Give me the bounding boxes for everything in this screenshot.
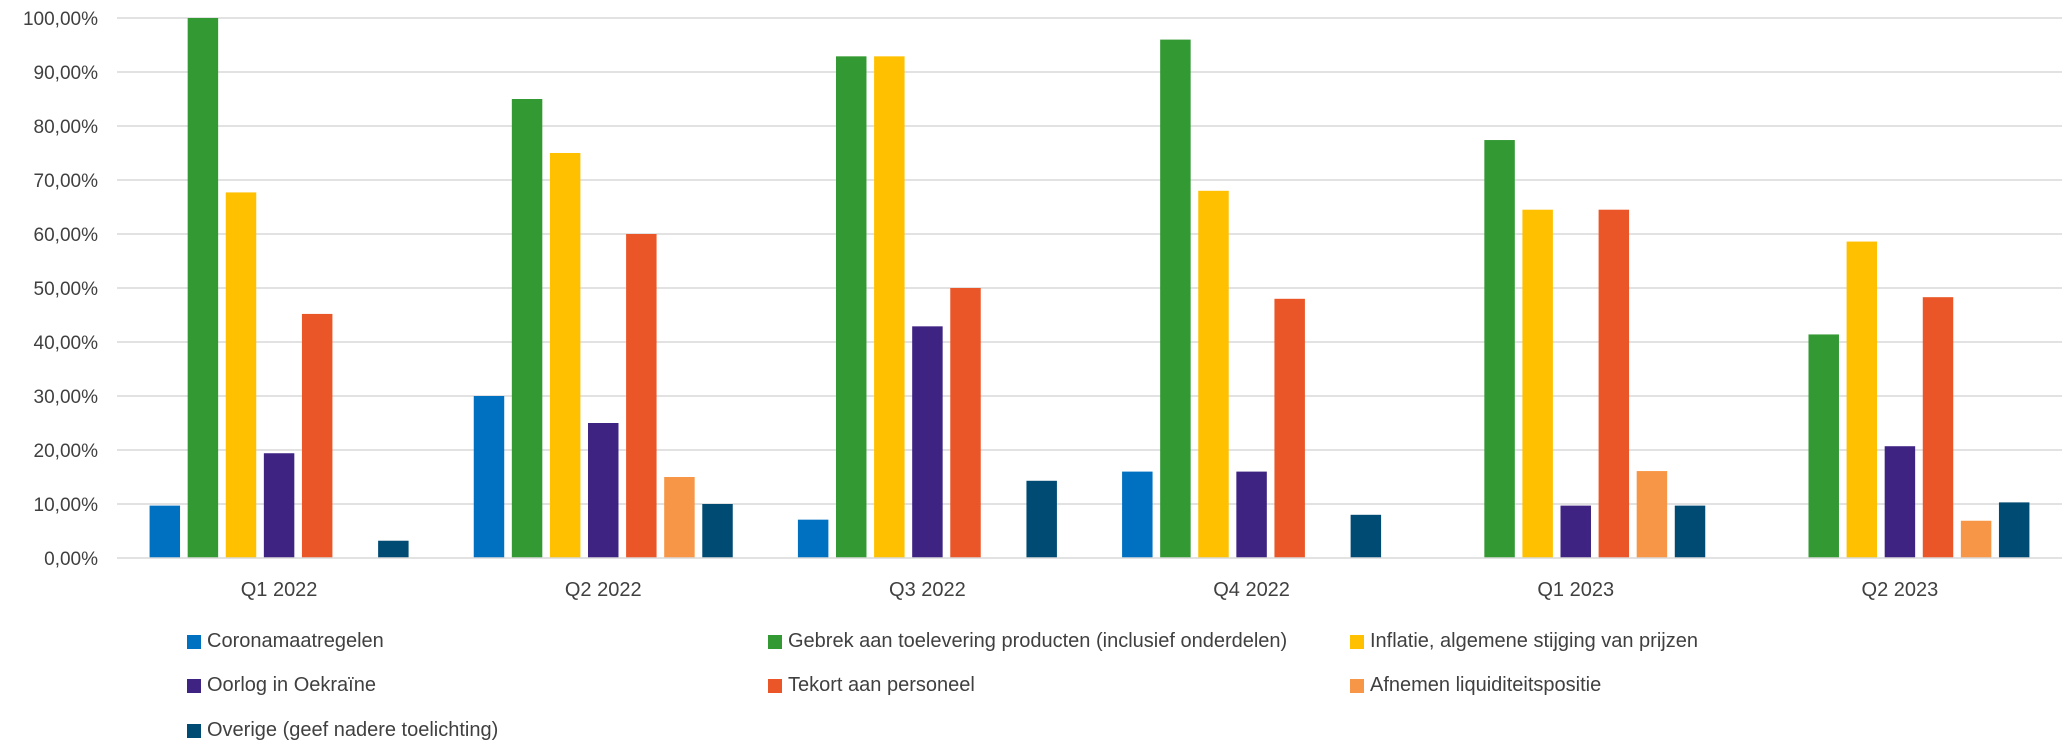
x-tick-label: Q1 2022	[241, 579, 318, 601]
x-tick-label: Q3 2022	[889, 579, 966, 601]
bar	[912, 326, 943, 558]
bar	[836, 56, 867, 559]
bar	[1636, 471, 1668, 558]
x-tick-label: Q4 2022	[1213, 579, 1290, 601]
x-axis-ticks: Q1 2022 Q2 2022 Q3 2022 Q4 2022 Q1 2023 Q2 20…	[241, 579, 1939, 601]
bar	[1884, 446, 1916, 558]
y-tick-label: 0,00%	[44, 549, 98, 570]
y-tick-label: 60,00%	[34, 225, 99, 246]
y-tick-label: 80,00%	[34, 117, 99, 138]
bar	[1960, 520, 1992, 558]
y-tick-label: 90,00%	[34, 63, 99, 84]
bar	[473, 396, 505, 558]
y-axis-ticks: 0,00% 10,00% 20,00% 30,00% 40,00% 50,00% 60,00…	[23, 9, 98, 570]
bar	[1026, 480, 1057, 558]
bar	[1484, 140, 1515, 559]
bars	[149, 18, 2030, 559]
bar	[1846, 241, 1878, 558]
bar	[1522, 209, 1553, 558]
bar	[1598, 209, 1630, 558]
bar	[549, 153, 581, 558]
bar	[511, 99, 543, 558]
bar	[874, 56, 905, 559]
bar	[378, 540, 409, 558]
y-tick-label: 50,00%	[34, 279, 99, 300]
bar	[1922, 297, 1954, 558]
y-tick-label: 20,00%	[34, 441, 99, 462]
y-tick-label: 10,00%	[34, 495, 99, 516]
bar	[1998, 502, 2030, 558]
bar	[1274, 298, 1305, 558]
bar	[301, 313, 333, 558]
x-tick-label: Q2 2022	[565, 579, 642, 601]
bar	[588, 423, 619, 558]
bar	[664, 477, 695, 558]
y-tick-label: 70,00%	[34, 171, 99, 192]
gridlines	[117, 17, 2062, 505]
y-tick-label: 40,00%	[34, 333, 99, 354]
bar	[149, 505, 181, 558]
bar	[1160, 39, 1191, 559]
bar	[1122, 471, 1153, 558]
x-tick-label: Q1 2023	[1537, 579, 1614, 601]
bar	[950, 288, 981, 558]
bar	[1560, 505, 1591, 558]
bar	[1350, 514, 1382, 558]
bar	[702, 504, 733, 558]
x-tick-label: Q2 2023	[1862, 579, 1939, 601]
bar	[187, 18, 219, 558]
bar	[1674, 505, 1706, 558]
bar	[1236, 471, 1267, 558]
y-tick-label: 100,00%	[23, 9, 98, 30]
y-tick-label: 30,00%	[34, 387, 99, 408]
bar	[225, 192, 257, 559]
bar	[1198, 190, 1229, 559]
bar	[797, 519, 829, 558]
bar	[1808, 334, 1839, 558]
bar	[626, 234, 657, 558]
bar	[263, 453, 295, 558]
